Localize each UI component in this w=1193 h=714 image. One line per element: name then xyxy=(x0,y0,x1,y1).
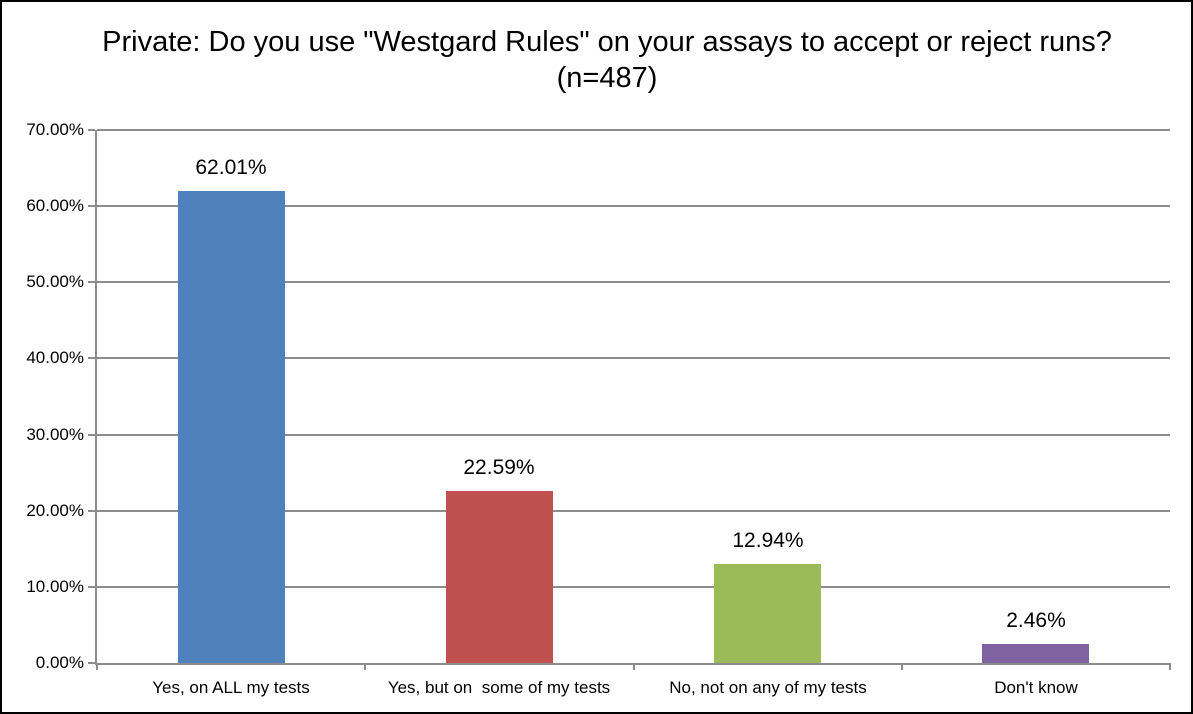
y-axis-tick xyxy=(88,585,95,588)
x-axis-line xyxy=(95,663,1170,665)
y-axis-tick xyxy=(88,281,95,284)
gridline-10.00% xyxy=(97,585,1170,588)
x-axis-tick xyxy=(901,663,903,670)
gridline-20.00% xyxy=(97,509,1170,512)
y-axis-tick xyxy=(88,357,95,360)
gridline-60.00% xyxy=(97,205,1170,208)
y-axis-tick xyxy=(88,205,95,208)
bar-yes-on-all-my-tests xyxy=(178,191,285,663)
bar-value-label: 12.94% xyxy=(732,529,804,552)
y-tick-label: 70.00% xyxy=(26,120,84,139)
bar-no-not-on-any-of-my-tests xyxy=(714,564,821,663)
x-axis-tick xyxy=(364,663,366,670)
bar-yes-but-on-some-of-my-tests xyxy=(446,491,553,663)
y-tick-label: 0.00% xyxy=(35,653,84,672)
gridline-70.00% xyxy=(97,129,1170,131)
y-axis-line xyxy=(95,130,97,663)
bar-value-label: 62.01% xyxy=(195,156,267,179)
y-axis-tick xyxy=(88,509,95,512)
x-axis-tick xyxy=(96,663,98,670)
y-tick-label: 60.00% xyxy=(26,196,84,216)
gridline-30.00% xyxy=(97,433,1170,436)
bar-value-label: 2.46% xyxy=(1006,609,1066,632)
y-tick-label: 40.00% xyxy=(26,348,84,368)
y-axis-tick xyxy=(88,433,95,436)
x-axis-tick xyxy=(1169,663,1171,670)
gridline-50.00% xyxy=(97,281,1170,284)
chart-title: Private: Do you use "Westgard Rules" on … xyxy=(102,26,1112,94)
x-category-label: Yes, on ALL my tests xyxy=(152,678,310,697)
bar-value-label: 22.59% xyxy=(463,456,535,479)
bar-don-t-know xyxy=(982,644,1089,663)
x-axis-tick xyxy=(633,663,635,670)
plot-area: 0.00% 10.00% 20.00% 30.00% 40.00% 50.00% 60.00… xyxy=(26,120,1171,697)
x-category-label: Yes, but on some of my tests xyxy=(387,678,611,697)
y-tick-label: 20.00% xyxy=(26,500,84,520)
y-axis-tick xyxy=(88,129,95,131)
x-category-label: Don't know xyxy=(994,678,1078,697)
y-tick-label: 30.00% xyxy=(26,424,84,444)
y-axis-tick xyxy=(88,662,95,664)
x-category-label: No, not on any of my tests xyxy=(669,678,867,697)
y-tick-label: 10.00% xyxy=(26,576,84,596)
gridline-40.00% xyxy=(97,357,1170,360)
y-tick-label: 50.00% xyxy=(26,272,84,292)
